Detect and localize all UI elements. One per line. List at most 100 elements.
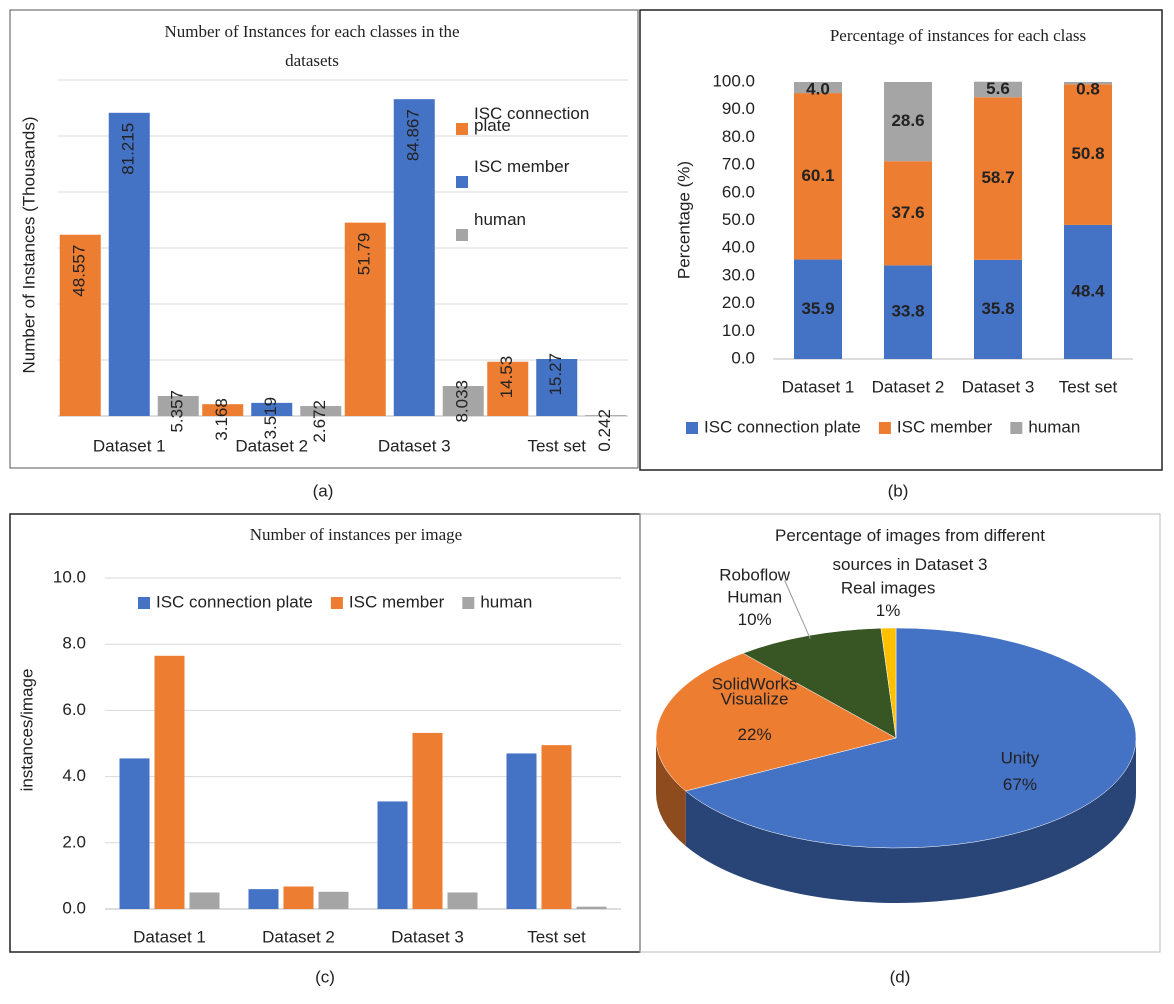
chart-title: Percentage of images from different sourc… (775, 526, 1045, 574)
pie-side (685, 738, 1136, 903)
legend-swatch (686, 422, 698, 434)
bar (447, 892, 478, 909)
x-tick-label: Dataset 2 (262, 927, 335, 946)
data-label: 48.557 (70, 245, 89, 297)
y-tick-label: 20.0 (722, 293, 755, 312)
bar (344, 222, 386, 416)
chart-title: Number of Instances for each classes in … (164, 22, 459, 70)
pie-value-label: 1% (876, 601, 901, 620)
bar (157, 396, 199, 416)
data-label: 8.033 (453, 380, 472, 423)
chart-title: Number of instances per image (250, 525, 462, 544)
pie-label: Unity (1001, 749, 1040, 768)
data-label: 35.8 (981, 299, 1014, 318)
x-tick-label: Test set (527, 927, 586, 946)
bar (487, 361, 529, 416)
pie-slice (742, 627, 897, 739)
x-tick-label: Dataset 3 (962, 377, 1035, 396)
legend-swatch (456, 229, 468, 241)
data-label: 0.8 (1076, 79, 1100, 98)
pie-slice (655, 652, 897, 792)
legend-label: human (480, 592, 532, 611)
bar-segment (974, 81, 1022, 98)
x-tick-label: Dataset 1 (93, 436, 166, 455)
legend-swatch (330, 597, 343, 609)
y-tick-label: 80.0 (722, 127, 755, 146)
y-tick-label: 4.0 (62, 766, 86, 785)
data-label: 14.53 (497, 356, 516, 399)
pie-side (656, 738, 686, 846)
bar (576, 906, 607, 909)
x-tick-label: Dataset 2 (872, 377, 945, 396)
bar (506, 753, 537, 909)
caption: (c) (315, 967, 335, 986)
x-tick-label: Dataset 1 (782, 377, 855, 396)
y-axis-label: Number of Instances (Thousands) (19, 116, 38, 373)
bar (536, 358, 578, 416)
legend-label: ISC connection plate (704, 417, 861, 436)
bar (248, 889, 279, 909)
y-tick-label: 100.0 (712, 71, 755, 90)
bar (119, 758, 150, 909)
y-tick-label: 60.0 (722, 182, 755, 201)
x-tick-label: Test set (1059, 377, 1118, 396)
leader-line (784, 580, 811, 639)
bar-segment (884, 265, 932, 359)
data-label: 81.215 (119, 123, 138, 175)
bar (283, 886, 314, 909)
caption: (a) (313, 481, 334, 500)
pie-slice (880, 627, 897, 739)
data-label: 3.519 (261, 397, 280, 440)
y-tick-label: 40.0 (722, 238, 755, 257)
data-label: 37.6 (891, 203, 924, 222)
bar-segment (794, 82, 842, 94)
legend-swatch (1010, 422, 1023, 434)
bar (251, 402, 293, 416)
bar-segment (1064, 224, 1112, 359)
legend-label: human (1028, 417, 1080, 436)
panel-frame (639, 513, 1161, 953)
y-tick-label: 6.0 (62, 700, 86, 719)
legend-label: ISC connection plate (156, 592, 313, 611)
data-label: 84.867 (404, 109, 423, 161)
caption: (d) (890, 967, 911, 986)
pie-value-label: 10% (738, 610, 772, 629)
pie-slice (685, 627, 1137, 849)
bar-segment (1064, 82, 1112, 85)
data-label: 58.7 (981, 168, 1014, 187)
pie-value-label: 22% (738, 725, 772, 744)
legend-label: ISC connection plate (474, 104, 589, 135)
y-tick-label: 0.0 (62, 898, 86, 917)
bar-segment (1064, 84, 1112, 225)
bar (108, 112, 150, 416)
data-label: 5.357 (168, 390, 187, 433)
data-label: 50.8 (1071, 144, 1104, 163)
legend-label: ISC member (897, 417, 993, 436)
pie-label: Real images (841, 579, 936, 598)
bar-segment (974, 97, 1022, 260)
x-tick-label: Dataset 2 (235, 436, 308, 455)
y-tick-label: 0.0 (731, 348, 755, 367)
pie-label: SolidWorks Visualize (712, 675, 798, 709)
bar (541, 745, 572, 909)
y-tick-label: 10.0 (722, 321, 755, 340)
bar-segment (974, 259, 1022, 359)
y-tick-label: 50.0 (722, 210, 755, 229)
data-label: 35.9 (801, 299, 834, 318)
bar-segment (794, 259, 842, 359)
bar-segment (884, 161, 932, 266)
pie-label: Roboflow Human (719, 566, 791, 607)
bar (393, 99, 435, 416)
bar (377, 801, 408, 909)
bar-segment (884, 82, 932, 162)
bar (412, 732, 443, 909)
panel-frame (639, 9, 1163, 471)
bar (189, 892, 220, 909)
legend-label: ISC member (474, 157, 570, 176)
y-axis-label: instances/image (17, 669, 36, 792)
data-label: 4.0 (806, 79, 830, 98)
panel-frame (9, 9, 639, 469)
y-tick-label: 2.0 (62, 832, 86, 851)
